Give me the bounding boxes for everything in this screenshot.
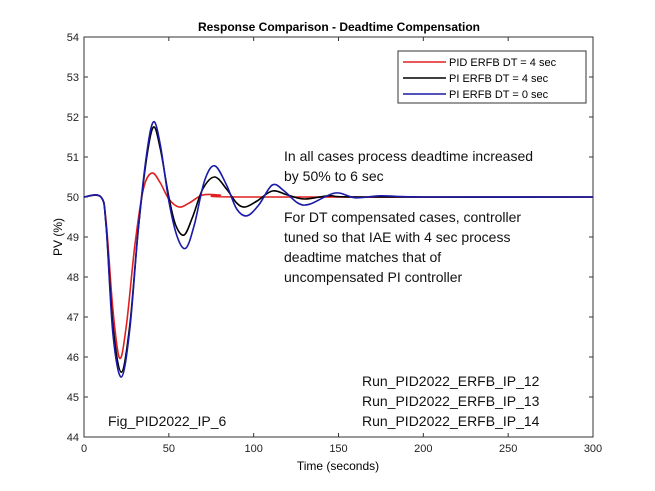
x-tick-label: 0 [81, 443, 87, 455]
series-line-2 [83, 120, 594, 378]
annotation-note1: In all cases process deadtime increased [284, 148, 533, 164]
legend-label: PI ERFB DT = 4 sec [449, 73, 549, 85]
annotation-note2: tuned so that IAE with 4 sec process [284, 229, 510, 245]
y-tick-label: 44 [67, 432, 79, 444]
y-tick-label: 52 [67, 112, 79, 124]
y-tick-label: 49 [67, 232, 79, 244]
annotation-run: Run_PID2022_ERFB_IP_12 [362, 373, 540, 389]
legend-label: PI ERFB DT = 0 sec [449, 89, 549, 101]
y-tick-label: 45 [67, 392, 79, 404]
annotation-fig: Fig_PID2022_IP_6 [108, 413, 227, 429]
annotation-note2: For DT compensated cases, controller [284, 209, 521, 225]
series-line-0 [83, 172, 594, 360]
x-tick-label: 50 [163, 443, 175, 455]
annotation-note1: by 50% to 6 sec [284, 168, 384, 184]
x-tick-label: 100 [244, 443, 262, 455]
chart-title: Response Comparison - Deadtime Compensat… [198, 20, 480, 34]
annotation-run: Run_PID2022_ERFB_IP_13 [362, 393, 540, 409]
y-tick-label: 48 [67, 272, 79, 284]
y-axis-label: PV (%) [51, 218, 65, 256]
series-line-1 [83, 126, 594, 374]
annotation-note2: deadtime matches that of [284, 249, 441, 265]
y-tick-label: 54 [67, 32, 79, 44]
legend: PID ERFB DT = 4 sec PI ERFB DT = 4 sec PI … [397, 50, 587, 104]
x-tick-label: 300 [584, 443, 602, 455]
x-tick-label: 200 [414, 443, 432, 455]
y-tick-label: 53 [67, 72, 79, 84]
annotation-note2: uncompensated PI controller [284, 269, 463, 285]
y-tick-label: 46 [67, 352, 79, 364]
y-tick-label: 47 [67, 312, 79, 324]
y-tick-label: 50 [67, 192, 79, 204]
x-tick-label: 150 [329, 443, 347, 455]
annotation-run: Run_PID2022_ERFB_IP_14 [362, 413, 540, 429]
y-tick-label: 51 [67, 152, 79, 164]
legend-label: PID ERFB DT = 4 sec [449, 57, 557, 69]
plot-area [83, 36, 594, 438]
x-axis-label: Time (seconds) [297, 459, 379, 473]
x-tick-label: 250 [499, 443, 517, 455]
